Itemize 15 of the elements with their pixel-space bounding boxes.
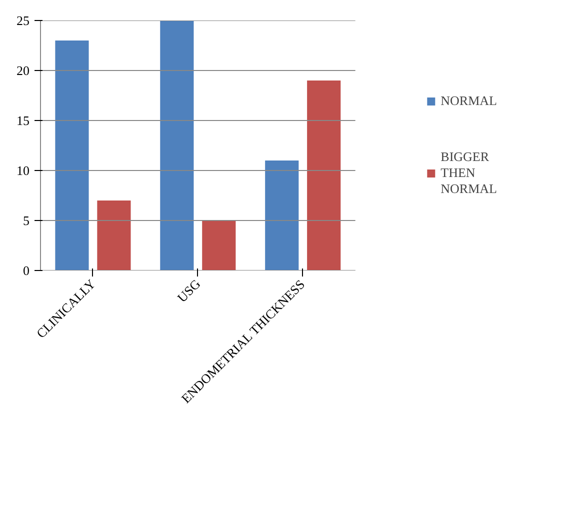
y-tick-label: 20 [16, 63, 30, 78]
bar [265, 160, 299, 270]
y-tick-label: 10 [16, 163, 30, 178]
y-tick-label: 15 [16, 113, 30, 128]
y-tick-label: 25 [16, 13, 30, 28]
bar [160, 20, 194, 270]
y-tick-label: 0 [23, 263, 30, 278]
bar [97, 200, 131, 270]
y-tick-label: 5 [23, 213, 30, 228]
x-tick-label: USG [174, 276, 204, 306]
bar [55, 40, 89, 270]
bar [202, 220, 236, 270]
legend-label: BIGGER THEN NORMAL [440, 149, 497, 197]
bar [307, 80, 341, 270]
legend-label: NORMAL [440, 93, 497, 109]
